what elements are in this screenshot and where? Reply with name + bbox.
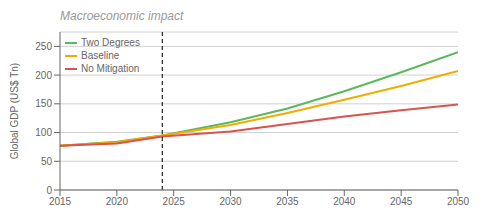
svg-text:100: 100 bbox=[35, 127, 52, 138]
svg-text:Global GDP (US$ Tn): Global GDP (US$ Tn) bbox=[9, 63, 20, 159]
svg-text:2050: 2050 bbox=[447, 196, 470, 207]
svg-text:200: 200 bbox=[35, 70, 52, 81]
html-text:Macroeconomic impact: Macroeconomic impact bbox=[60, 9, 184, 23]
html-text:Two Degrees: Two Degrees bbox=[81, 37, 140, 48]
svg-text:50: 50 bbox=[41, 156, 53, 167]
html-text:No Mitigation: No Mitigation bbox=[81, 63, 140, 74]
svg-text:2020: 2020 bbox=[106, 196, 129, 207]
svg-text:2045: 2045 bbox=[390, 196, 413, 207]
svg-text:150: 150 bbox=[35, 98, 52, 109]
svg-text:0: 0 bbox=[46, 185, 52, 196]
svg-text:2030: 2030 bbox=[219, 196, 242, 207]
svg-text:250: 250 bbox=[35, 41, 52, 52]
svg-text:2040: 2040 bbox=[333, 196, 356, 207]
svg-text:2015: 2015 bbox=[49, 196, 72, 207]
html-text:Baseline: Baseline bbox=[81, 50, 120, 61]
svg-text:2025: 2025 bbox=[163, 196, 186, 207]
svg-text:2035: 2035 bbox=[276, 196, 299, 207]
